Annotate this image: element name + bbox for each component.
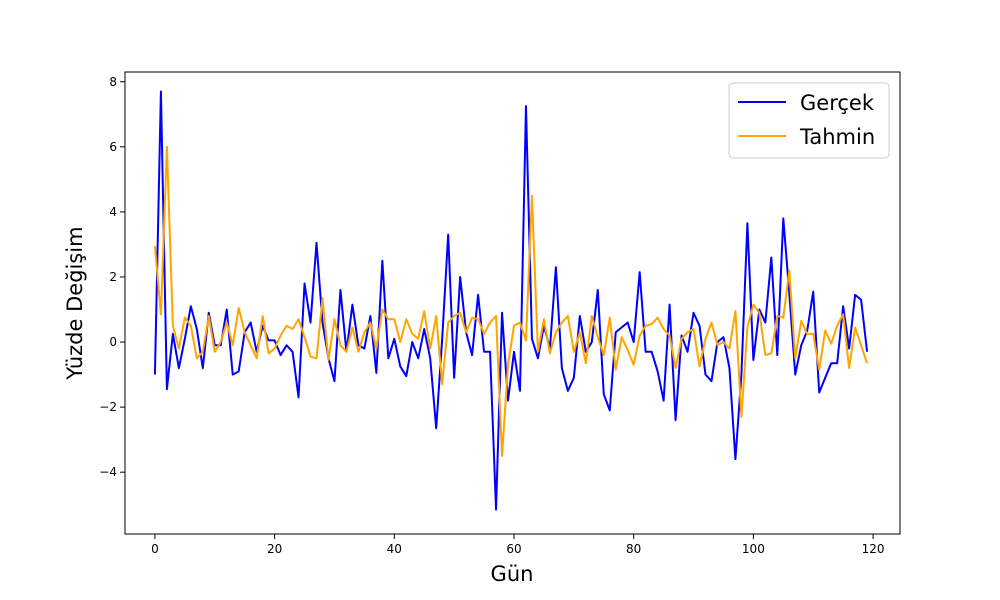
y-tick-label: 4: [109, 205, 117, 219]
x-tick-label: 60: [506, 542, 521, 556]
series-line-tahmin: [153, 145, 869, 457]
x-tick-label: 100: [742, 542, 765, 556]
y-axis: −4 −2 0 2 4 6 8: [99, 75, 125, 479]
x-tick-label: 120: [862, 542, 885, 556]
legend-label-gercek: Gerçek: [800, 91, 875, 115]
y-tick-label: 2: [109, 270, 117, 284]
y-tick-label: −2: [99, 400, 117, 414]
x-tick-label: 20: [267, 542, 282, 556]
x-tick-label: 40: [387, 542, 402, 556]
series-line-gercek: [153, 90, 869, 511]
x-axis: 0 20 40 60 80 100 120: [151, 534, 885, 556]
plot-frame: [124, 71, 901, 535]
x-axis-title: Gün: [491, 562, 534, 586]
x-tick-label: 0: [151, 542, 159, 556]
legend: Gerçek Tahmin: [728, 82, 890, 159]
y-tick-label: 6: [109, 140, 117, 154]
y-axis-title: Yüzde Değişim: [63, 226, 87, 380]
series-layer: [153, 90, 869, 511]
x-tick-label: 80: [626, 542, 641, 556]
y-tick-label: −4: [99, 465, 117, 479]
legend-label-tahmin: Tahmin: [799, 125, 875, 149]
y-tick-label: 8: [109, 75, 117, 89]
y-tick-label: 0: [109, 335, 117, 349]
